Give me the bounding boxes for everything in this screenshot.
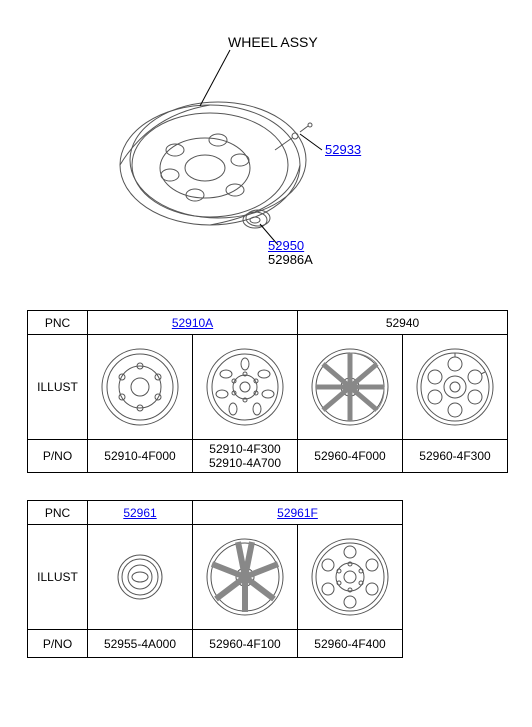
illust-52960-4f100: [193, 525, 298, 630]
parts-table-2: PNC 52961 52961F ILLUST: [27, 500, 403, 658]
callout-52933[interactable]: 52933: [325, 142, 361, 157]
pnc-52910a[interactable]: 52910A: [172, 316, 213, 330]
illust-52960-4f400: [298, 525, 403, 630]
pno-cell: 52960-4F000: [298, 440, 403, 473]
row-header-pnc: PNC: [28, 501, 88, 525]
pno-cell: 52960-4F300: [403, 440, 508, 473]
illust-52955-4a000: [88, 525, 193, 630]
pno-cell: 52910-4F300 52910-4A700: [193, 440, 298, 473]
illust-52960-4f000: [298, 335, 403, 440]
row-header-pnc: PNC: [28, 311, 88, 335]
pno-cell: 52960-4F100: [193, 630, 298, 658]
row-header-illust: ILLUST: [28, 335, 88, 440]
pnc-52961[interactable]: 52961: [123, 506, 156, 520]
parts-table-1: PNC 52910A 52940 ILLUST: [27, 310, 508, 473]
illust-52910-4f300: [193, 335, 298, 440]
pno-cell: 52955-4A000: [88, 630, 193, 658]
pnc-52940: 52940: [386, 316, 419, 330]
pnc-52961f[interactable]: 52961F: [277, 506, 318, 520]
pno-cell: 52910-4F000: [88, 440, 193, 473]
row-header-pno: P/NO: [28, 630, 88, 658]
callout-52950[interactable]: 52950: [268, 238, 304, 253]
row-header-pno: P/NO: [28, 440, 88, 473]
wheel-assy-label: WHEEL ASSY: [228, 34, 318, 50]
row-header-illust: ILLUST: [28, 525, 88, 630]
illust-52910-4f000: [88, 335, 193, 440]
wheel-assy-diagram: WHEEL ASSY 52933 52950 52986A: [110, 40, 410, 280]
callout-52986a: 52986A: [268, 252, 313, 267]
illust-52960-4f300: [403, 335, 508, 440]
pno-cell: 52960-4F400: [298, 630, 403, 658]
